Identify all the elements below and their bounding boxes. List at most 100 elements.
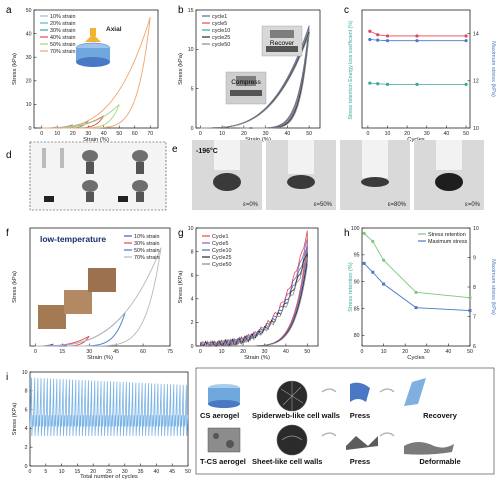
panel-c-curves (368, 29, 468, 86)
data-point (464, 34, 468, 38)
x-tick-label: 20 (90, 469, 96, 475)
axial-label: Axial (106, 26, 122, 33)
x-tick-label: 30 (424, 349, 430, 355)
temperature-label: -196°C (196, 147, 218, 155)
data-point (464, 82, 468, 86)
x-tick-label: 0 (199, 349, 202, 355)
retention-point (414, 290, 418, 294)
x-tick-label: 70 (147, 131, 153, 137)
y-tick-label: 85 (354, 306, 360, 312)
sample-bottom (76, 57, 110, 67)
panel-f-ylabel: Stress (kPa) (12, 271, 18, 303)
y-tick-label: 100 (351, 226, 360, 232)
max-stress-point (362, 261, 366, 265)
strain-label: ε=50% (314, 202, 333, 208)
maximum-stress-line (363, 263, 471, 312)
x-tick-label: 45 (113, 349, 119, 355)
legend-label: Cycle5 (212, 241, 228, 247)
panel-g: g 0 10 20 30 40 50 0 2 4 6 8 10 Cycle1Cycle5Cycle10… (178, 226, 319, 361)
data-point (464, 39, 468, 43)
y-tick-label: 0 (191, 344, 194, 350)
panel-c-ticks: 0 10 20 30 40 50 10 12 14 (366, 31, 478, 137)
legend-label: Stress retention (428, 232, 466, 238)
retention-point (468, 296, 472, 300)
tcs-aerogel-row: T-CS aerogel Sheet-like cell walls Press… (200, 424, 461, 466)
panel-h: h 0 10 20 30 40 50 80 85 90 95 100 6 7 8 9 10 Stress re… (344, 226, 496, 361)
y-right-tick-label: 14 (473, 31, 479, 37)
x-tick-label: 30 (424, 131, 430, 137)
x-tick-label: 10 (381, 349, 387, 355)
y-tick-label: 10 (26, 102, 32, 108)
x-tick-label: 10 (219, 131, 225, 137)
lowtemp-loop-30 (35, 335, 90, 347)
panel-c-plot-frame (361, 9, 471, 129)
cs-aerogel-row: CS aerogel Spiderweb-like cell walls Pre… (200, 378, 458, 420)
panel-d: d (6, 141, 167, 211)
clamp-rod (362, 140, 388, 178)
panel-f-xlabel: Strain (%) (87, 355, 113, 361)
x-tick-label: 40 (101, 131, 107, 137)
panel-j-frame (195, 367, 495, 475)
panel-b-ticks: 0 10 20 30 40 50 0 5 10 15 (188, 8, 312, 137)
axial-arrow-icon (85, 34, 101, 42)
low-temperature-title: low-temperature (40, 234, 106, 244)
data-point (385, 39, 390, 43)
x-tick-label: 20 (241, 131, 247, 137)
x-tick-label: 10 (219, 349, 225, 355)
x-tick-label: 40 (284, 131, 290, 137)
panel-b-curves (200, 25, 310, 129)
panel-label-c: c (344, 5, 349, 16)
x-tick-label: 10 (59, 469, 65, 475)
x-tick-label: 5 (44, 469, 47, 475)
panel-g-curves (199, 230, 308, 347)
arrow-icon (321, 388, 337, 393)
x-tick-label: 40 (283, 349, 289, 355)
y-tick-label: 0 (191, 126, 194, 132)
legend-label: 10% strain (50, 14, 75, 20)
max-stress-point (468, 309, 472, 313)
y-tick-label: 8 (191, 249, 194, 255)
y-tick-label: 0 (25, 464, 28, 470)
retention-point (382, 258, 386, 262)
axial-sample-illustration: Axial (75, 26, 122, 67)
y-tick-label: 6 (191, 273, 194, 279)
legend-label: cycle10 (212, 28, 230, 34)
x-tick-label: 50 (467, 349, 473, 355)
x-tick-label: 10 (54, 131, 60, 137)
x-tick-label: 10 (385, 131, 391, 137)
x-tick-label: 30 (86, 349, 92, 355)
data-point (376, 38, 380, 42)
x-tick-label: 15 (75, 469, 81, 475)
panel-label-f: f (6, 228, 9, 239)
spiderweb-walls-label: Spiderweb-like cell walls (252, 411, 340, 420)
x-tick-label: 30 (262, 349, 268, 355)
retention-point (362, 231, 366, 235)
x-tick-label: 45 (169, 469, 175, 475)
panel-h-plot-frame (361, 227, 471, 347)
panel-i-curves (29, 377, 189, 436)
y-tick-label: 15 (188, 8, 194, 14)
x-tick-label: 35 (138, 469, 144, 475)
press-sheet-gray (346, 436, 378, 450)
clamp-rod (288, 140, 314, 174)
aerogel-sample (361, 177, 389, 187)
aerogel-sample (435, 173, 463, 191)
press-sheet-blue (350, 382, 370, 402)
y-right-tick-label: 8 (473, 285, 476, 291)
max-stress-point (414, 306, 418, 310)
x-tick-label: 0 (366, 131, 369, 137)
y-tick-label: 10 (188, 226, 194, 232)
y-tick-label: 80 (354, 333, 360, 339)
panel-a-ylabel: Stress (kPa) (12, 53, 18, 85)
panel-d-photos (42, 148, 148, 202)
legend-label: 50% strain (50, 42, 75, 48)
x-tick-label: 50 (463, 131, 469, 137)
strain-label: ε=0% (243, 202, 259, 208)
cycle-curve-Cycle50 (200, 257, 308, 347)
legend-label: Cycle10 (212, 248, 231, 254)
